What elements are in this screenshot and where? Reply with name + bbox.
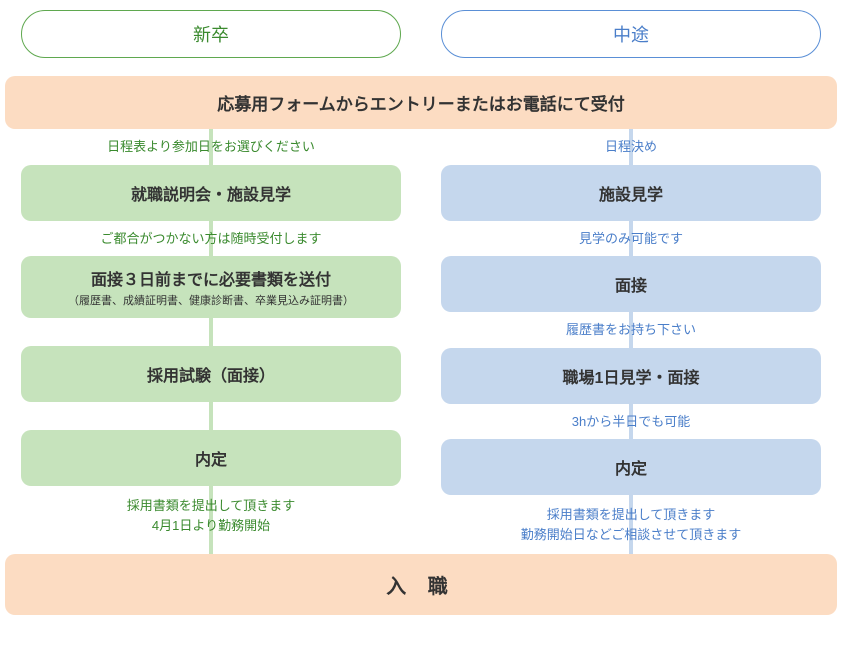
left-step-4: 内定 [21,430,401,486]
right-step-4: 内定 [441,439,821,495]
left-step-3: 採用試験（面接） [21,346,401,402]
left-caption-2: ご都合がつかない方は随時受付します [100,221,321,257]
left-step-2: 面接３日前までに必要書類を送付 （履歴書、成績証明書、健康診断書、卒業見込み証明… [21,256,401,318]
right-step-3: 職場1日見学・面接 [441,348,821,404]
left-caption-1: 日程表より参加日をお選びください [107,129,315,165]
columns-row: 日程表より参加日をお選びください 就職説明会・施設見学 ご都合がつかない方は随時… [5,129,837,554]
entry-bar: 応募用フォームからエントリーまたはお電話にて受付 [5,76,837,129]
left-caption-final: 採用書類を提出して頂きます 4月1日より勤務開始 [127,486,296,545]
right-caption-4: 3hから半日でも可能 [572,404,690,440]
right-caption-1: 日程決め [605,129,657,165]
header-row: 新卒 中途 [5,10,837,58]
header-right: 中途 [441,10,821,58]
header-left: 新卒 [21,10,401,58]
right-column: 日程決め 施設見学 見学のみ可能です 面接 履歴書をお持ち下さい 職場1日見学・… [441,129,821,554]
right-step-2: 面接 [441,256,821,312]
right-caption-3: 履歴書をお持ち下さい [566,312,696,348]
header-left-label: 新卒 [193,25,229,45]
final-bar: 入 職 [5,554,837,615]
right-step-1: 施設見学 [441,165,821,221]
left-step-1: 就職説明会・施設見学 [21,165,401,221]
right-caption-final: 採用書類を提出して頂きます 勤務開始日などご相談させて頂きます [521,495,742,554]
final-bar-label: 入 職 [386,576,456,598]
right-caption-2: 見学のみ可能です [579,221,683,257]
header-right-label: 中途 [613,25,649,45]
left-column: 日程表より参加日をお選びください 就職説明会・施設見学 ご都合がつかない方は随時… [21,129,401,554]
flowchart-container: 新卒 中途 応募用フォームからエントリーまたはお電話にて受付 日程表より参加日を… [5,10,837,615]
entry-bar-label: 応募用フォームからエントリーまたはお電話にて受付 [217,95,625,114]
